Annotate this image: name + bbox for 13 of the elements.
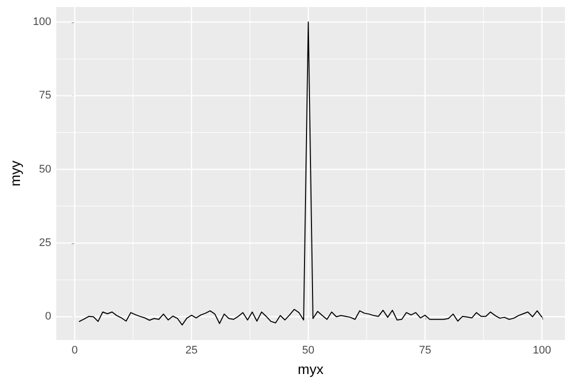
y-tick-label: 100 [32, 16, 52, 28]
x-tick-label: 100 [532, 344, 552, 356]
x-tick-label: 75 [418, 344, 432, 356]
y-tick-label: 25 [39, 237, 52, 250]
line-series [78, 22, 542, 326]
y-axis-title: myy [7, 160, 23, 186]
x-axis-title: myx [298, 361, 324, 377]
x-tick-label: 25 [185, 344, 198, 356]
y-tick-label: 0 [45, 310, 52, 323]
x-tick-label: 50 [302, 344, 314, 356]
y-tick-label: 75 [39, 90, 52, 102]
x-tick-label: 0 [72, 344, 78, 356]
y-tick-label: 50 [39, 163, 52, 176]
